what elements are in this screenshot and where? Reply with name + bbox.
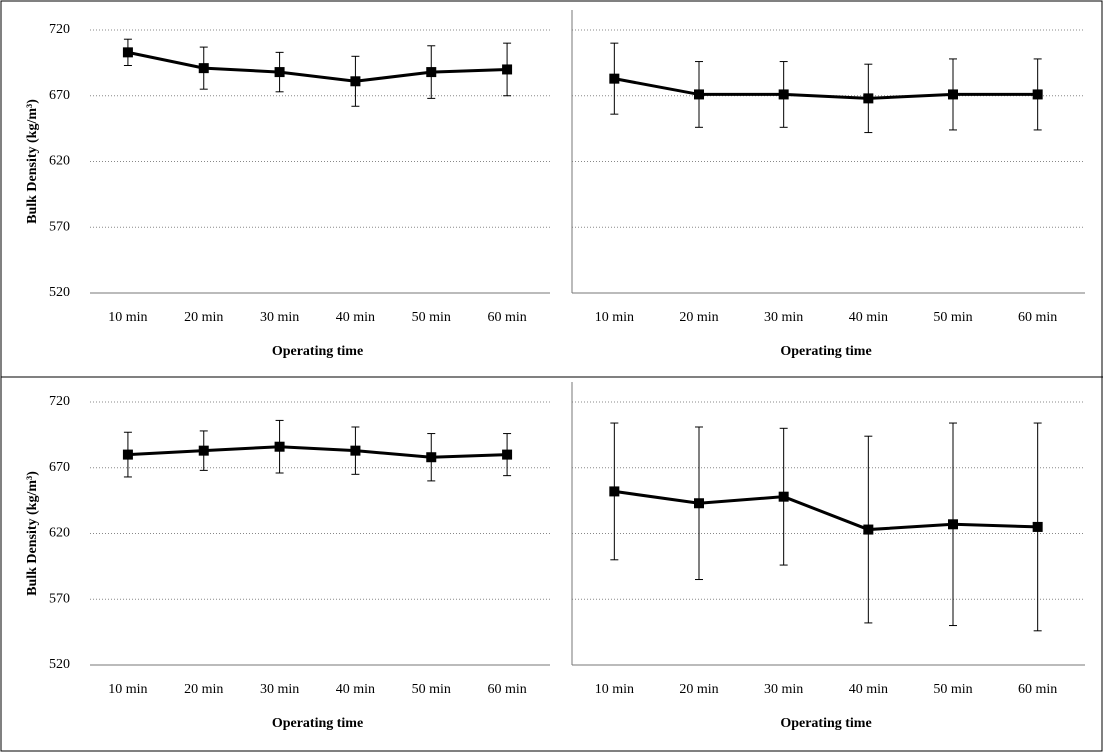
x-tick-label: 10 min	[595, 682, 634, 697]
data-line	[127, 50, 508, 83]
y-tick-label: 620	[49, 526, 70, 541]
marker	[778, 89, 789, 100]
marker	[426, 67, 437, 78]
data-line	[127, 445, 508, 459]
x-tick-label: 20 min	[679, 310, 718, 325]
x-axis-title: Operating time	[780, 716, 871, 731]
marker	[198, 445, 209, 456]
x-tick-label: 50 min	[933, 682, 972, 697]
x-tick-label: 60 min	[1018, 310, 1057, 325]
marker	[694, 89, 704, 100]
x-tick-label: 30 min	[260, 310, 299, 325]
marker	[122, 449, 133, 460]
data-line	[614, 489, 1038, 532]
marker	[502, 449, 513, 460]
x-tick-label: 20 min	[679, 682, 718, 697]
x-tick-label: 30 min	[764, 310, 803, 325]
marker	[1032, 89, 1043, 100]
x-tick-label: 30 min	[260, 682, 299, 697]
x-tick-label: 10 min	[108, 682, 147, 697]
y-tick-label: 570	[49, 219, 70, 234]
marker	[863, 524, 874, 535]
y-tick-label: 520	[49, 657, 70, 672]
marker	[502, 64, 513, 75]
marker	[694, 498, 704, 509]
marker	[122, 47, 133, 58]
x-tick-label: 10 min	[108, 310, 147, 325]
x-axis-title: Operating time	[272, 716, 363, 731]
x-tick-label: 40 min	[336, 682, 375, 697]
marker	[948, 89, 958, 100]
marker	[198, 63, 209, 74]
x-tick-label: 40 min	[336, 310, 375, 325]
x-tick-label: 50 min	[412, 682, 451, 697]
x-tick-label: 60 min	[487, 310, 526, 325]
marker	[1032, 521, 1043, 532]
marker	[948, 519, 958, 530]
y-axis-title: Bulk Density (kg/m³)	[25, 99, 40, 224]
y-tick-label: 720	[49, 394, 70, 409]
x-tick-label: 30 min	[764, 682, 803, 697]
x-tick-label: 60 min	[487, 682, 526, 697]
y-tick-label: 570	[49, 591, 70, 606]
marker	[778, 491, 789, 502]
marker	[350, 76, 361, 87]
y-axis-title: Bulk Density (kg/m³)	[25, 471, 40, 596]
y-tick-label: 720	[49, 22, 70, 37]
marker	[609, 486, 620, 497]
x-axis-title: Operating time	[272, 344, 363, 359]
marker	[274, 67, 285, 78]
x-tick-label: 20 min	[184, 310, 223, 325]
y-tick-label: 670	[49, 460, 70, 475]
marker	[426, 452, 437, 463]
x-tick-label: 40 min	[849, 682, 888, 697]
y-tick-label: 670	[49, 88, 70, 103]
x-tick-label: 10 min	[595, 310, 634, 325]
y-tick-label: 520	[49, 285, 70, 300]
x-tick-label: 20 min	[184, 682, 223, 697]
x-axis-title: Operating time	[780, 344, 871, 359]
x-tick-label: 40 min	[849, 310, 888, 325]
data-line	[614, 77, 1038, 100]
y-tick-label: 620	[49, 154, 70, 169]
marker	[863, 93, 874, 104]
marker	[350, 445, 361, 456]
x-tick-label: 50 min	[412, 310, 451, 325]
marker	[609, 73, 620, 84]
marker	[274, 441, 285, 452]
x-tick-label: 60 min	[1018, 682, 1057, 697]
x-tick-label: 50 min	[933, 310, 972, 325]
